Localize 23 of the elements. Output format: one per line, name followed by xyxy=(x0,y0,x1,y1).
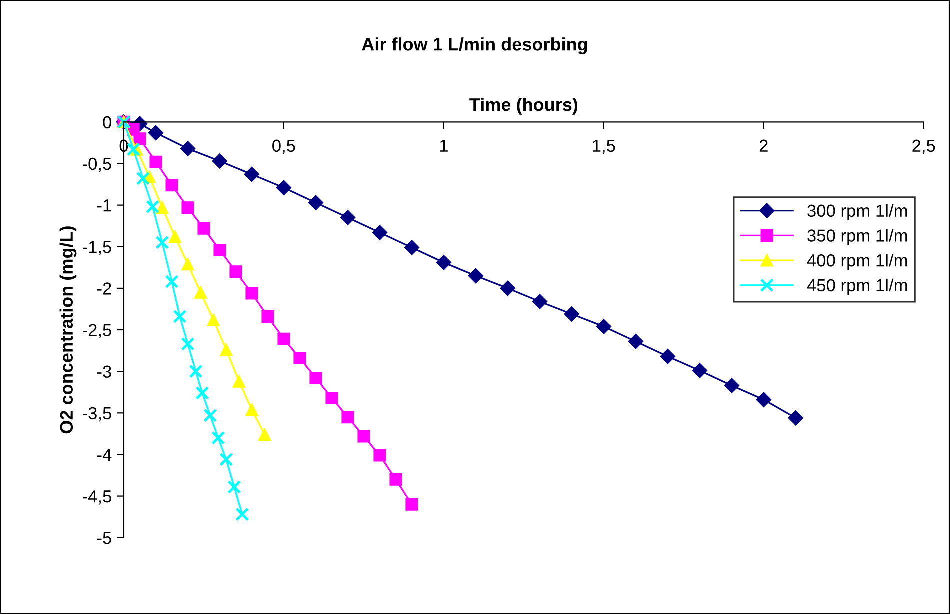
y-tick-label: -1 xyxy=(98,200,112,212)
x-tick-label: 2,5 xyxy=(912,140,936,154)
y-tick-label: -3,5 xyxy=(83,407,112,422)
y-tick-label: -3 xyxy=(98,366,112,378)
y-tick-label: -1,5 xyxy=(83,241,112,256)
legend-label: 400 rpm 1l/m xyxy=(807,254,908,270)
y-tick-label: -2,5 xyxy=(83,324,112,339)
x-tick-label: 1 xyxy=(440,140,448,152)
legend-label: 350 rpm 1l/m xyxy=(808,229,908,246)
y-tick-label: -2 xyxy=(98,282,112,295)
chart-title: Air flow 1 L/min desorbing xyxy=(362,38,588,55)
y-axis-title: O2 concentration (mg/L) xyxy=(60,226,77,434)
x-tick-label: 0,5 xyxy=(272,140,296,154)
y-tick-label: -4,5 xyxy=(83,490,112,505)
y-tick-label: -5 xyxy=(98,532,112,544)
x-tick-label: 2 xyxy=(760,140,768,152)
y-tick-label: -4 xyxy=(98,449,112,462)
y-tick-label: -0,5 xyxy=(83,158,112,172)
legend-label: 300 rpm 1l/m xyxy=(808,204,908,221)
x-axis-title: Time (hours) xyxy=(470,98,578,115)
y-tick-label: 0 xyxy=(103,116,112,129)
x-tick-label: 1,5 xyxy=(593,140,616,154)
legend-label: 450 rpm 1l/m xyxy=(807,278,908,296)
